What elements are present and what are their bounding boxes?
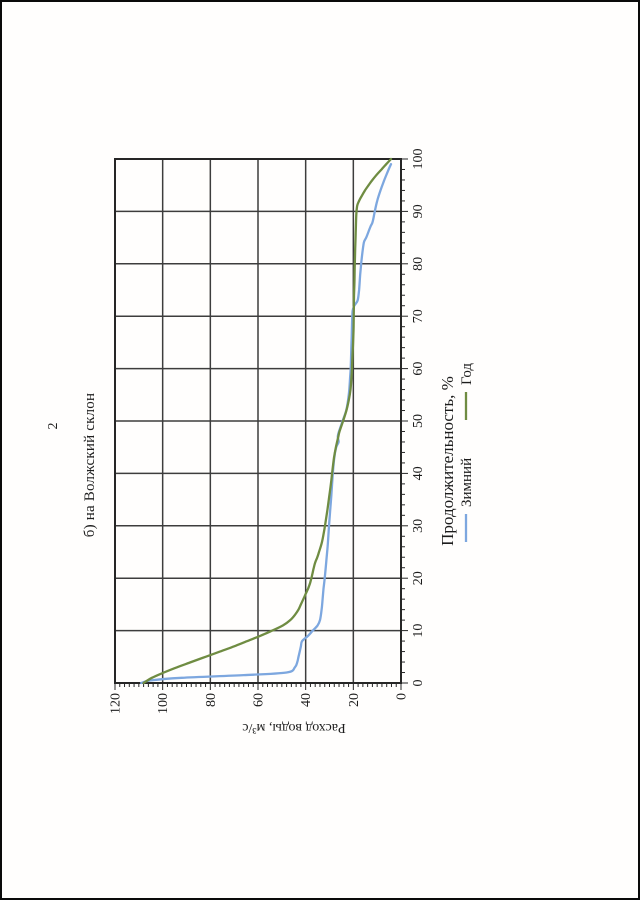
- x-tick-label: 80: [411, 257, 426, 271]
- x-tick-label: 70: [411, 309, 426, 323]
- x-tick-label: 0: [411, 680, 426, 687]
- x-tick-label: 50: [411, 414, 426, 428]
- y-tick-label: 0: [395, 693, 410, 700]
- y-tick-label: 120: [109, 693, 124, 714]
- legend-label: Год: [459, 363, 475, 385]
- series-line-winter: [140, 163, 393, 685]
- y-axis-title: Расход воды, м³/с: [242, 720, 346, 735]
- x-tick-label: 20: [411, 571, 426, 585]
- series-line-year: [142, 157, 393, 685]
- legend: Зимний Год: [459, 363, 475, 542]
- x-tick-label: 90: [411, 204, 426, 218]
- legend-label: Зимний: [459, 458, 475, 507]
- y-tick-label: 40: [299, 693, 314, 707]
- x-tick-label: 60: [411, 362, 426, 376]
- x-tick-labels: 0 10 20 30 40 50 60 70 80 90 100: [411, 149, 426, 687]
- x-tick-label: 100: [411, 149, 426, 170]
- legend-item-year: Год: [459, 363, 475, 420]
- x-axis-title: Продолжительность, %: [438, 376, 457, 546]
- x-tick-label: 40: [411, 466, 426, 480]
- y-tick-label: 100: [156, 693, 171, 714]
- gridlines: [115, 159, 401, 683]
- x-tick-label: 30: [411, 519, 426, 533]
- y-tick-label: 60: [252, 693, 267, 707]
- legend-item-winter: Зимний: [459, 458, 475, 542]
- y-tick-label: 80: [204, 693, 219, 707]
- y-tick-labels: 0 20 40 60 80 100 120: [109, 693, 410, 714]
- y-tick-label: 20: [347, 693, 362, 707]
- x-tick-label: 10: [411, 624, 426, 638]
- axis-ticks: [114, 158, 408, 690]
